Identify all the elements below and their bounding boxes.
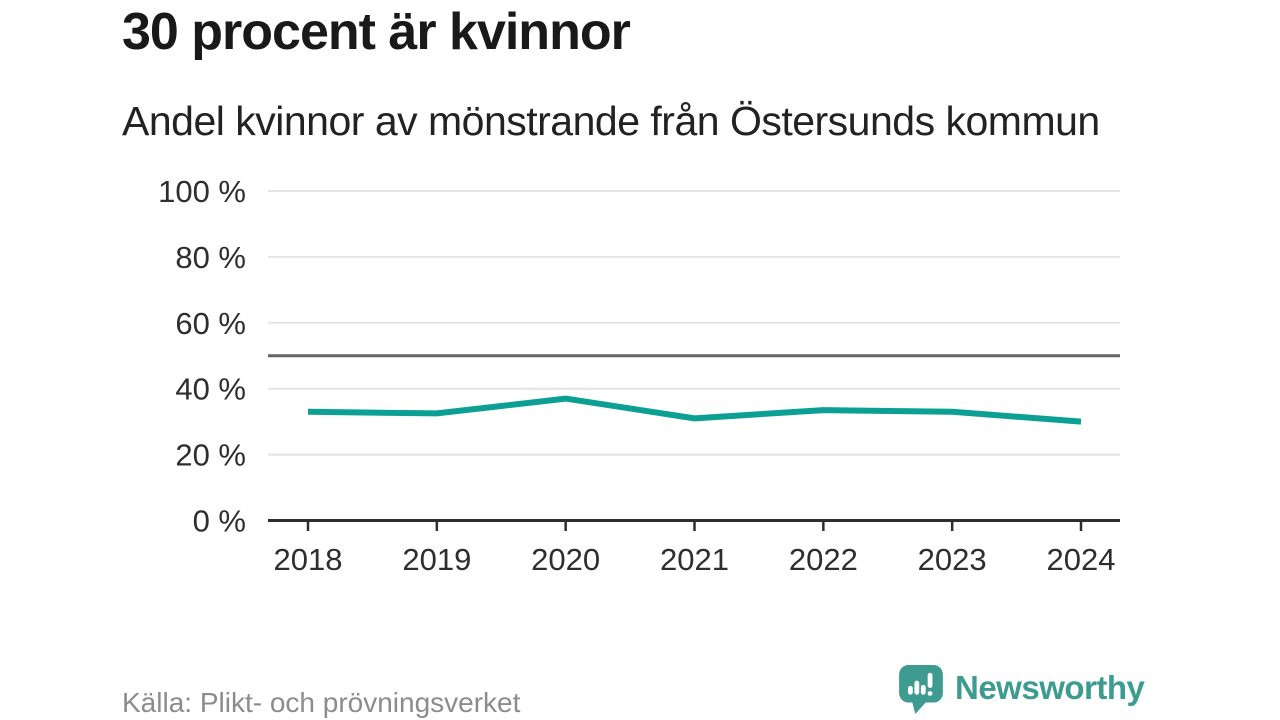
x-tick-label: 2020	[531, 542, 600, 577]
newsworthy-wordmark: Newsworthy	[955, 668, 1145, 706]
newsworthy-logo-icon	[899, 665, 943, 714]
y-tick-label: 100 %	[158, 174, 246, 209]
newsworthy-logo: Newsworthy	[898, 664, 1145, 714]
y-tick-label: 0 %	[193, 504, 246, 539]
data-line	[307, 395, 1082, 425]
y-tick-label: 20 %	[175, 438, 246, 473]
y-tick-label: 80 %	[175, 240, 246, 275]
x-tick-label: 2019	[402, 542, 471, 577]
x-tick-label: 2022	[789, 542, 858, 577]
chart-subtitle: Andel kvinnor av mönstrande från Östersu…	[122, 98, 1100, 144]
x-tick-label: 2023	[918, 542, 987, 577]
y-tick-label: 40 %	[175, 372, 246, 407]
chart-title: 30 procent är kvinnor	[122, 3, 631, 61]
x-tick-label: 2024	[1047, 542, 1116, 577]
source-note: Källa: Plikt- och prövningsverket	[122, 687, 521, 718]
x-tick-label: 2018	[274, 542, 343, 577]
y-tick-label: 60 %	[175, 306, 246, 341]
x-tick-label: 2021	[660, 542, 729, 577]
